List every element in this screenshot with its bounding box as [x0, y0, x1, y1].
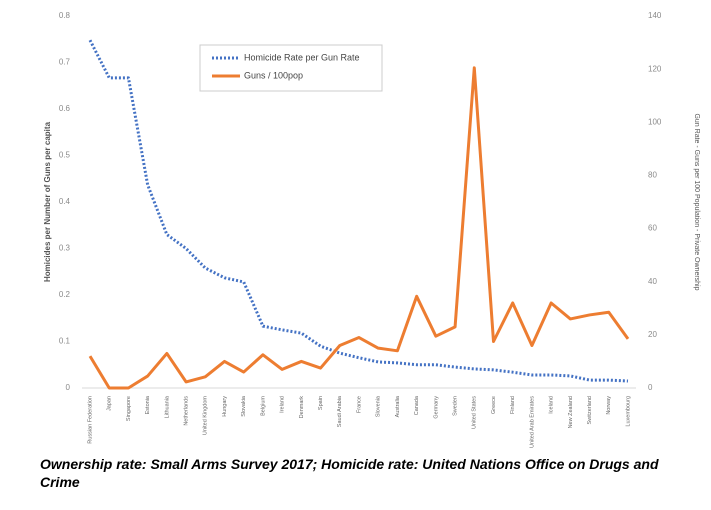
y2-tick-label: 40 [648, 277, 657, 286]
y-tick-label: 0 [66, 383, 71, 392]
x-tick-label: Canada [414, 395, 420, 415]
x-tick-label: Finland [510, 396, 516, 414]
x-tick-label: Hungary [222, 396, 228, 417]
y2-tick-label: 140 [648, 11, 662, 20]
x-tick-label: United Kingdom [203, 396, 209, 436]
x-tick-label: Netherlands [184, 396, 190, 426]
x-tick-label: Denmark [299, 396, 305, 419]
y-tick-label: 0.4 [59, 197, 71, 206]
x-tick-label: Russian Federation [87, 396, 93, 444]
y-tick-label: 0.3 [59, 244, 71, 253]
y-tick-label: 0.8 [59, 11, 71, 20]
x-tick-label: Saudi Arabia [337, 395, 343, 427]
x-tick-label: Ireland [280, 396, 286, 413]
x-tick-label: Iceland [549, 396, 555, 414]
legend-box [199, 44, 383, 92]
y2-tick-label: 120 [648, 64, 662, 73]
x-tick-label: Greece [491, 396, 497, 414]
y2-tick-label: 100 [648, 117, 662, 126]
x-tick-label: United States [472, 396, 478, 429]
x-tick-label: Australia [395, 395, 401, 417]
y-axis-title: Homicides per Number of Guns per capita [43, 121, 52, 282]
x-tick-label: Lithuania [164, 395, 170, 418]
x-tick-label: Singapore [126, 396, 132, 421]
y-tick-label: 0.6 [59, 104, 71, 113]
x-tick-label: New Zealand [568, 396, 574, 428]
x-tick-label: Estonia [145, 395, 151, 414]
x-tick-label: United Arab Emirates [529, 396, 535, 448]
x-tick-label: Norway [606, 396, 612, 415]
series-line [88, 66, 630, 390]
x-tick-label: Switzerland [587, 396, 593, 424]
legend-label: Homicide Rate per Gun Rate [244, 52, 360, 62]
x-tick-label: Germany [433, 396, 439, 419]
x-tick-label: Slovakia [241, 395, 247, 417]
chart: Homicides per Number of Guns per capita … [43, 11, 700, 448]
x-tick-label: Japan [107, 396, 113, 411]
y2-axis-title: Gun Rate - Guns per 100 Population - Pri… [693, 113, 700, 290]
caption: Ownership rate: Small Arms Survey 2017; … [40, 456, 659, 490]
x-tick-label: Belgium [260, 396, 266, 416]
y2-tick-label: 60 [648, 224, 657, 233]
y2-tick-label: 20 [648, 330, 657, 339]
y-tick-label: 0.2 [59, 290, 71, 299]
x-tick-label: Sweden [453, 396, 459, 416]
x-tick-label: Luxembourg [625, 396, 631, 427]
y2-tick-label: 80 [648, 171, 657, 180]
x-tick-label: Spain [318, 396, 324, 410]
x-tick-label: France [356, 396, 362, 413]
y2-tick-label: 0 [648, 383, 653, 392]
x-tick-label: Slovenia [376, 395, 382, 417]
y-tick-label: 0.1 [59, 337, 71, 346]
y-tick-label: 0.5 [59, 151, 71, 160]
legend-label: Guns / 100pop [244, 70, 303, 80]
y-tick-label: 0.7 [59, 58, 71, 67]
